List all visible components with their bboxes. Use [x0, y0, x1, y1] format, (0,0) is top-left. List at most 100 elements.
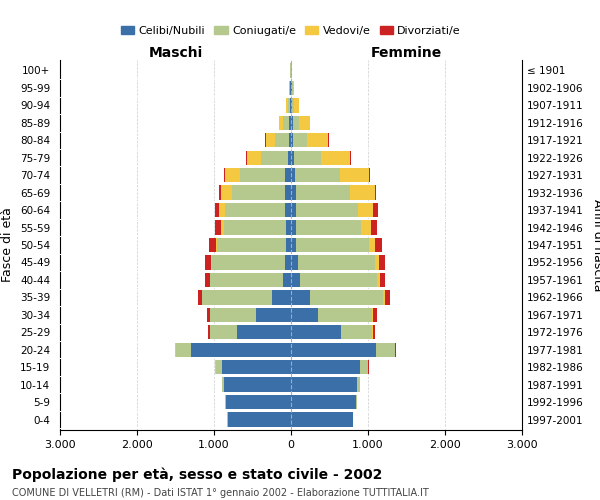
Bar	[350, 186, 374, 200]
Bar	[293, 116, 299, 130]
Bar	[289, 81, 290, 95]
Bar	[291, 360, 360, 374]
Bar	[256, 308, 291, 322]
Bar	[379, 256, 385, 270]
Bar	[341, 325, 372, 340]
Bar	[296, 238, 369, 252]
Bar	[291, 256, 298, 270]
Bar	[289, 133, 291, 148]
Bar	[205, 273, 210, 287]
Bar	[372, 325, 373, 340]
Text: COMUNE DI VELLETRI (RM) - Dati ISTAT 1° gennaio 2002 - Elaborazione TUTTITALIA.I: COMUNE DI VELLETRI (RM) - Dati ISTAT 1° …	[12, 488, 429, 498]
Bar	[385, 290, 389, 304]
Bar	[291, 342, 376, 357]
Bar	[210, 308, 256, 322]
Bar	[291, 168, 295, 182]
Bar	[272, 290, 291, 304]
Bar	[228, 412, 291, 426]
Bar	[224, 168, 225, 182]
Bar	[215, 203, 218, 217]
Bar	[300, 273, 377, 287]
Bar	[225, 203, 285, 217]
Text: Femmine: Femmine	[371, 46, 442, 60]
Bar	[232, 186, 285, 200]
Bar	[356, 395, 357, 409]
Bar	[218, 203, 225, 217]
Bar	[217, 238, 286, 252]
Bar	[294, 98, 299, 112]
Bar	[288, 98, 290, 112]
Bar	[291, 273, 300, 287]
Bar	[222, 360, 291, 374]
Bar	[296, 203, 358, 217]
Bar	[202, 290, 272, 304]
Bar	[285, 168, 291, 182]
Bar	[290, 98, 291, 112]
Bar	[286, 220, 291, 234]
Bar	[376, 342, 395, 357]
Bar	[222, 378, 224, 392]
Bar	[299, 116, 310, 130]
Bar	[307, 133, 328, 148]
Bar	[293, 133, 307, 148]
Bar	[369, 168, 370, 182]
Bar	[373, 325, 375, 340]
Bar	[224, 220, 286, 234]
Bar	[291, 395, 356, 409]
Bar	[286, 238, 291, 252]
Bar	[208, 325, 210, 340]
Bar	[291, 203, 296, 217]
Bar	[215, 360, 222, 374]
Bar	[369, 238, 375, 252]
Bar	[383, 290, 385, 304]
Bar	[291, 378, 357, 392]
Bar	[212, 256, 285, 270]
Bar	[275, 133, 289, 148]
Bar	[371, 220, 377, 234]
Bar	[221, 186, 232, 200]
Text: Popolazione per età, sesso e stato civile - 2002: Popolazione per età, sesso e stato civil…	[12, 468, 382, 482]
Bar	[291, 133, 293, 148]
Bar	[266, 133, 275, 148]
Bar	[291, 325, 341, 340]
Bar	[205, 256, 211, 270]
Bar	[221, 220, 224, 234]
Bar	[380, 273, 385, 287]
Bar	[291, 98, 292, 112]
Bar	[225, 168, 240, 182]
Bar	[176, 342, 191, 357]
Bar	[225, 395, 226, 409]
Bar	[293, 81, 295, 95]
Bar	[291, 116, 293, 130]
Bar	[358, 203, 373, 217]
Bar	[318, 308, 372, 322]
Bar	[374, 186, 376, 200]
Bar	[290, 81, 291, 95]
Bar	[207, 308, 210, 322]
Bar	[377, 273, 380, 287]
Bar	[191, 342, 291, 357]
Bar	[215, 220, 221, 234]
Bar	[310, 290, 383, 304]
Bar	[291, 412, 353, 426]
Bar	[289, 116, 291, 130]
Bar	[296, 220, 361, 234]
Bar	[291, 81, 292, 95]
Bar	[224, 378, 291, 392]
Bar	[375, 238, 382, 252]
Bar	[298, 256, 375, 270]
Bar	[291, 308, 318, 322]
Bar	[291, 238, 296, 252]
Legend: Celibi/Nubili, Coniugati/e, Vedovi/e, Divorziati/e: Celibi/Nubili, Coniugati/e, Vedovi/e, Di…	[116, 21, 466, 40]
Bar	[285, 203, 291, 217]
Bar	[288, 150, 291, 165]
Bar	[211, 256, 212, 270]
Bar	[295, 168, 340, 182]
Bar	[375, 256, 379, 270]
Bar	[226, 395, 291, 409]
Bar	[215, 238, 217, 252]
Bar	[395, 342, 397, 357]
Bar	[340, 168, 369, 182]
Bar	[278, 116, 283, 130]
Bar	[291, 150, 293, 165]
